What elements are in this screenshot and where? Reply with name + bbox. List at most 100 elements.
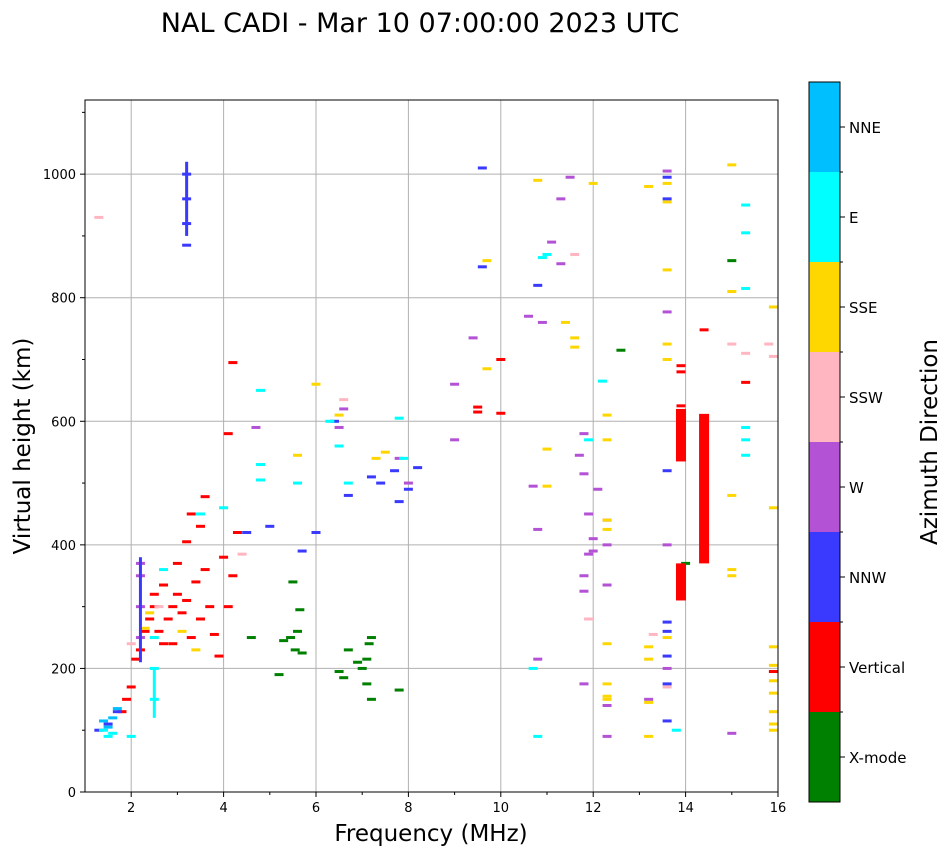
echo-point	[191, 580, 201, 584]
echo-point	[671, 728, 681, 732]
echo-point	[186, 512, 196, 516]
echo-point	[542, 447, 552, 451]
echo-point	[662, 719, 672, 723]
echo-point	[112, 710, 122, 714]
echo-point	[496, 358, 506, 361]
echo-point	[380, 450, 390, 454]
echo-point	[131, 657, 141, 661]
echo-point	[366, 697, 376, 701]
echo-point	[274, 673, 284, 677]
colorbar-swatch	[809, 172, 840, 262]
echo-point	[103, 725, 113, 729]
echo-point	[366, 475, 376, 479]
echo-point	[450, 382, 460, 386]
echo-point	[727, 259, 737, 263]
series-sse	[140, 163, 778, 738]
echo-point	[126, 685, 136, 689]
x-tick-label: 4	[219, 801, 227, 816]
echo-point	[579, 472, 589, 476]
echo-point	[662, 543, 672, 547]
echo-point	[662, 469, 672, 473]
echo-point	[145, 617, 155, 621]
echo-point	[768, 354, 778, 358]
echo-point	[399, 456, 409, 460]
echo-point	[533, 734, 543, 738]
echo-point	[403, 487, 413, 491]
echo-point	[741, 231, 751, 235]
echo-point	[154, 605, 164, 609]
echo-point	[295, 608, 305, 612]
echo-trace	[152, 668, 156, 718]
echo-trace	[138, 557, 142, 663]
echo-point	[662, 636, 672, 640]
echo-point	[357, 666, 367, 670]
echo-point	[584, 438, 594, 442]
echo-point	[413, 466, 423, 470]
echo-point	[533, 527, 543, 531]
echo-point	[403, 481, 413, 485]
echo-point	[662, 169, 672, 173]
echo-point	[265, 524, 275, 528]
echo-trace	[675, 563, 686, 601]
echo-point	[168, 605, 178, 609]
series-x-mode	[246, 259, 737, 701]
colorbar-swatch	[809, 82, 840, 172]
echo-point	[768, 663, 778, 667]
echo-point	[246, 636, 256, 640]
echo-point	[588, 181, 598, 185]
echo-point	[727, 493, 737, 497]
colorbar-swatch	[809, 712, 840, 802]
echo-point	[94, 728, 104, 732]
echo-point	[112, 707, 122, 711]
echo-point	[644, 185, 654, 188]
y-tick-label: 400	[51, 539, 76, 554]
echo-point	[223, 605, 233, 609]
echo-point	[727, 342, 737, 346]
echo-point	[570, 345, 580, 349]
echo-point	[662, 629, 672, 633]
echo-point	[584, 552, 594, 556]
echo-point	[477, 265, 487, 269]
colorbar-tick-label: X-mode	[849, 749, 906, 767]
echo-point	[588, 537, 598, 541]
echo-point	[579, 574, 589, 578]
echo-point	[676, 404, 686, 408]
echo-point	[676, 364, 686, 368]
echo-point	[343, 493, 353, 497]
x-tick-label: 16	[770, 801, 787, 816]
plot-grid	[85, 100, 779, 793]
echo-point	[537, 256, 547, 260]
echo-point	[362, 682, 372, 686]
echo-point	[103, 734, 113, 738]
echo-point	[339, 398, 349, 402]
echo-point	[182, 598, 192, 602]
echo-point	[602, 734, 612, 738]
echo-point	[644, 697, 654, 701]
echo-point	[602, 682, 612, 686]
echo-point	[662, 310, 672, 314]
echo-point	[145, 611, 155, 615]
echo-point	[496, 411, 506, 415]
echo-point	[149, 592, 159, 596]
y-tick-label: 600	[51, 415, 76, 430]
echo-point	[533, 178, 543, 182]
colorbar-swatch	[809, 442, 840, 532]
echo-point	[556, 262, 566, 266]
echo-point	[533, 283, 543, 287]
echo-point	[200, 495, 210, 499]
echo-point	[172, 561, 182, 565]
echo-point	[219, 506, 229, 510]
echo-point	[209, 632, 219, 636]
echo-point	[662, 620, 672, 624]
echo-point	[366, 636, 376, 640]
echo-point	[662, 654, 672, 658]
echo-point	[168, 642, 178, 646]
echo-point	[524, 314, 534, 318]
echo-point	[648, 632, 658, 636]
echo-point	[103, 722, 113, 726]
echo-point	[662, 268, 672, 272]
echo-point	[662, 685, 672, 689]
echo-point	[371, 456, 381, 460]
colorbar-swatch	[809, 352, 840, 442]
plot-marks	[94, 161, 778, 738]
